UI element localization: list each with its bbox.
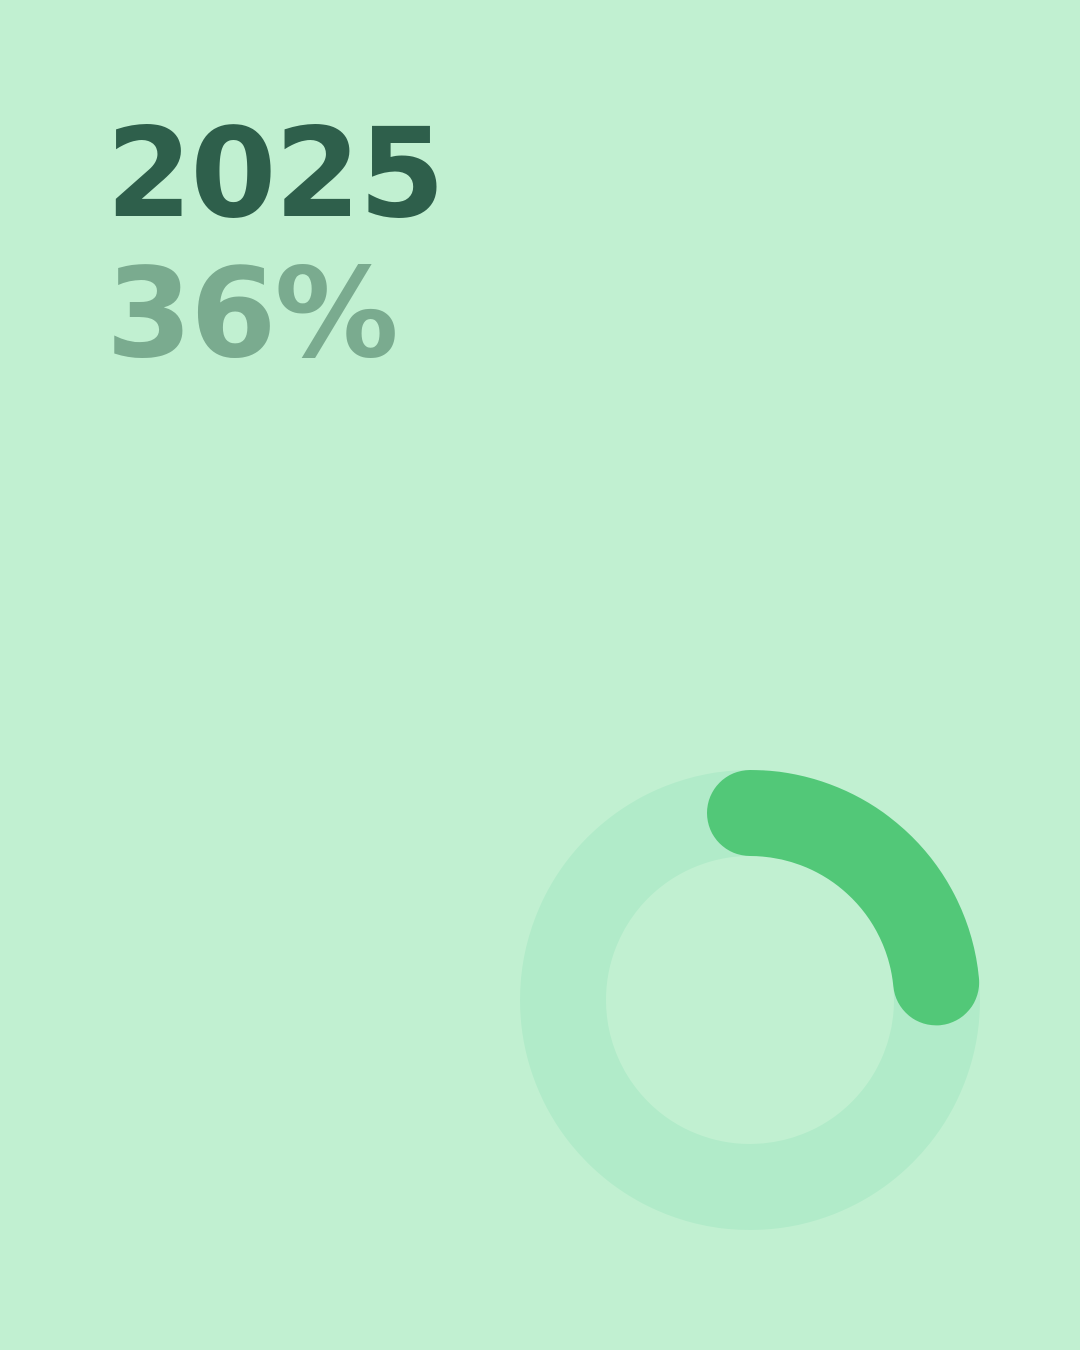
progress-ring-fill [707, 770, 980, 1026]
year-label: 2025 [106, 102, 445, 246]
progress-ring [520, 770, 980, 1230]
percent-label: 36% [106, 242, 399, 386]
